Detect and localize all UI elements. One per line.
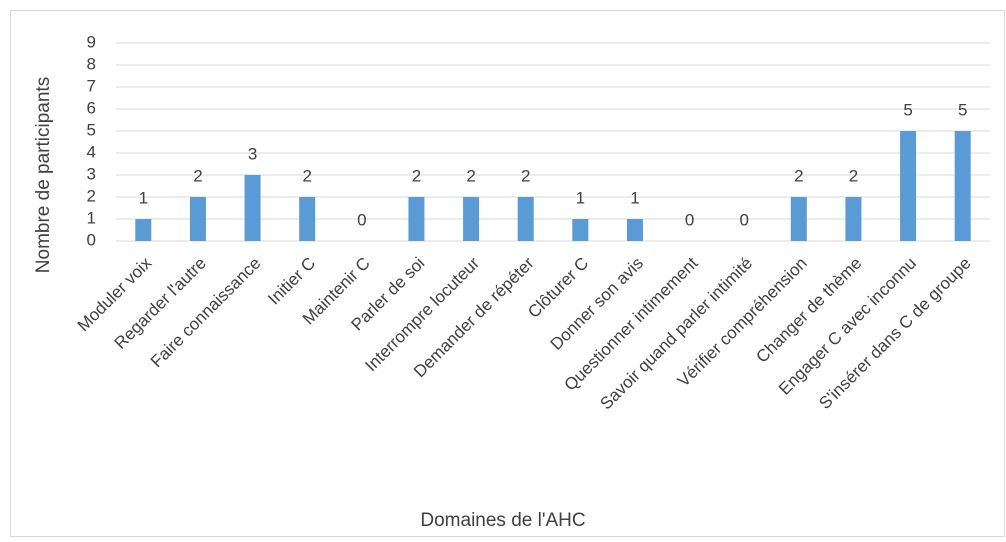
- bar: [900, 131, 917, 241]
- y-tick-label: 3: [87, 164, 96, 183]
- data-label: 2: [412, 166, 421, 185]
- bar: [189, 197, 206, 241]
- bar: [626, 219, 643, 241]
- y-tick-label: 7: [87, 76, 96, 95]
- bar: [299, 197, 316, 241]
- data-label: 1: [139, 188, 148, 207]
- data-label: 0: [739, 210, 748, 229]
- bar: [790, 197, 807, 241]
- data-label: 2: [466, 166, 475, 185]
- y-tick-label: 5: [87, 120, 96, 139]
- data-label: 5: [903, 100, 912, 119]
- y-tick-label: 9: [87, 32, 96, 51]
- data-label: 0: [357, 210, 366, 229]
- data-label: 0: [685, 210, 694, 229]
- data-label: 2: [302, 166, 311, 185]
- bar: [954, 131, 971, 241]
- y-axis-label: Nombre de participants: [33, 77, 54, 273]
- y-tick-label: 6: [87, 98, 96, 117]
- data-label: 1: [576, 188, 585, 207]
- y-tick-label: 0: [87, 230, 96, 249]
- y-tick-label: 1: [87, 208, 96, 227]
- data-label: 2: [794, 166, 803, 185]
- data-label: 2: [849, 166, 858, 185]
- y-tick-label: 2: [87, 186, 96, 205]
- bar: [845, 197, 862, 241]
- x-axis-label: Domaines de l'AHC: [420, 510, 585, 531]
- data-label: 1: [630, 188, 639, 207]
- data-label: 2: [521, 166, 530, 185]
- bar: [135, 219, 152, 241]
- bar: [408, 197, 425, 241]
- data-label: 2: [193, 166, 202, 185]
- bar: [517, 197, 534, 241]
- bar: [572, 219, 589, 241]
- data-label: 3: [248, 144, 257, 163]
- chart-frame: [10, 10, 1005, 537]
- y-tick-label: 8: [87, 54, 96, 73]
- data-label: 5: [958, 100, 967, 119]
- bar: [463, 197, 480, 241]
- bar: [244, 175, 261, 241]
- y-tick-label: 4: [87, 142, 96, 161]
